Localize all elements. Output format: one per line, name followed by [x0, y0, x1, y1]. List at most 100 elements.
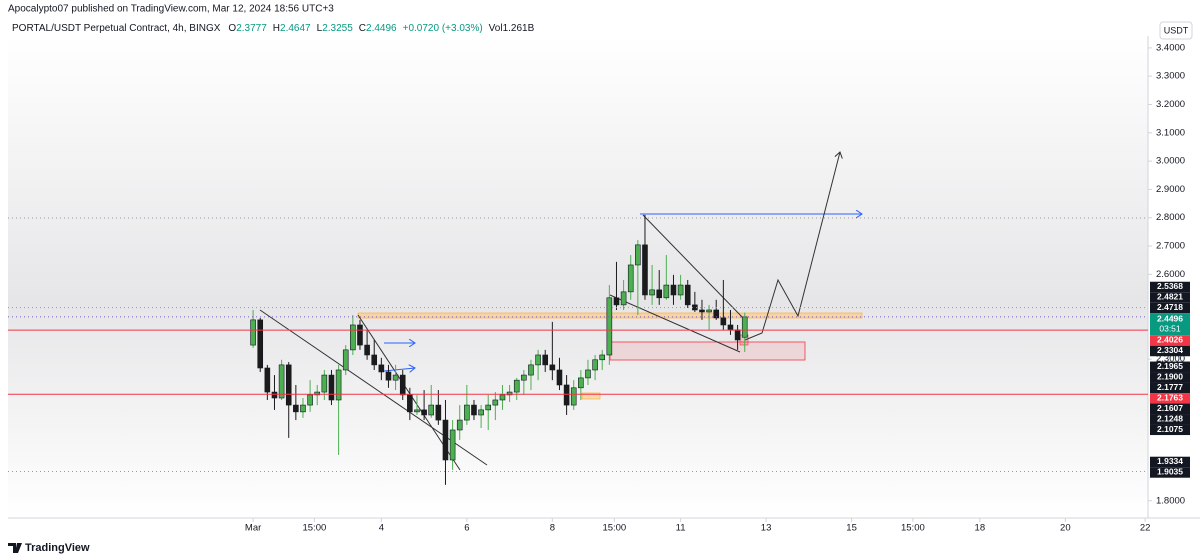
candle-body: [535, 354, 541, 366]
candle-body: [627, 264, 634, 293]
symbol-legend: PORTAL/USDT Perpetual Contract, 4h, BING…: [12, 23, 535, 34]
y-tick-label: 3.1000: [1156, 127, 1185, 138]
candle-body: [713, 309, 720, 319]
candle-body: [499, 394, 506, 401]
candle-body: [599, 354, 606, 361]
candle-body: [414, 409, 420, 413]
candle-body: [528, 364, 534, 376]
price-label-bg: [1150, 382, 1190, 394]
y-tick-label: 3.3000: [1156, 71, 1185, 82]
candle-body: [549, 364, 556, 371]
x-tick-label: 18: [975, 523, 986, 534]
ohlc-value: 2.3777: [236, 23, 267, 34]
candle-body: [649, 289, 655, 296]
price-label: 1.9334: [1157, 456, 1183, 466]
y-tick-label: 2.6000: [1156, 269, 1185, 280]
candle-body: [485, 404, 492, 411]
candle-body: [364, 344, 370, 356]
demand-zone: [609, 341, 806, 361]
plot-background: [8, 36, 1148, 518]
x-tick-label: 11: [676, 523, 686, 534]
y-tick-label: 2.9000: [1156, 184, 1185, 195]
countdown: 03:51: [1159, 323, 1181, 333]
candle-body: [307, 394, 313, 406]
price-label: 2.4718: [1157, 302, 1183, 312]
symbol: PORTAL/USDT Perpetual Contract, 4h, BING…: [12, 23, 221, 34]
candle-body: [385, 371, 392, 381]
ohlc-key: H: [273, 23, 280, 34]
candle-body: [720, 317, 727, 326]
currency-button[interactable]: [1159, 21, 1193, 40]
price-label-bg: [1150, 313, 1190, 336]
x-tick-label: 8: [550, 523, 555, 534]
price-label-bg: [1150, 456, 1190, 468]
price-label-bg: [1150, 424, 1190, 436]
ohlc-value: 2.3255: [322, 23, 353, 34]
candle-body: [506, 391, 513, 396]
candle-body: [592, 359, 598, 371]
candle-body: [371, 354, 378, 366]
candle-body: [335, 369, 342, 401]
candle-body: [620, 291, 627, 306]
currency[interactable]: USDT: [1164, 25, 1189, 35]
logo: TradingView: [8, 542, 90, 554]
candle-body: [278, 364, 285, 399]
price-label: 2.4496: [1157, 313, 1183, 323]
volume: Vol1.261B: [489, 23, 535, 34]
zone: [581, 392, 601, 400]
candle-body: [513, 379, 520, 393]
x-tick-label: 20: [1060, 523, 1071, 534]
candle-body: [727, 324, 734, 331]
candle-body: [471, 404, 477, 416]
x-tick-label: 13: [761, 523, 772, 534]
price-label: 2.5368: [1157, 281, 1183, 291]
candle-body: [378, 364, 385, 373]
candle-body: [606, 297, 613, 356]
candle-body: [642, 244, 648, 296]
ohlc-key: C: [359, 23, 366, 34]
y-tick-label: 2.3000: [1156, 354, 1185, 365]
candle-body: [556, 369, 563, 386]
price-label-bg: [1150, 403, 1190, 415]
price-label-bg: [1150, 345, 1190, 357]
candle-body: [663, 284, 670, 299]
candle-body: [264, 367, 271, 393]
candle-body: [321, 374, 328, 393]
price-label-bg: [1150, 281, 1190, 293]
candle-body: [492, 399, 499, 406]
ohlc-key: O: [228, 23, 236, 34]
x-tick-label: Mar: [245, 523, 261, 534]
price-label-bg: [1150, 361, 1190, 373]
candle-body: [257, 319, 264, 369]
price-label: 2.1248: [1157, 414, 1183, 424]
candle-body: [464, 404, 470, 421]
price-label-bg: [1150, 467, 1190, 478]
price-label-bg: [1150, 372, 1190, 383]
ohlc-value: 2.4496: [366, 23, 397, 34]
logo-icon: [8, 543, 22, 553]
candle-body: [350, 324, 356, 351]
price-label: 2.4821: [1157, 292, 1183, 302]
candle-body: [570, 387, 577, 406]
trendline: [642, 214, 746, 321]
candle-body: [392, 374, 399, 381]
price-label: 2.1900: [1157, 372, 1183, 382]
projection-path: [744, 152, 840, 341]
candle-body: [250, 319, 256, 346]
x-tick-label: 22: [1140, 523, 1151, 534]
candle-body: [542, 354, 549, 366]
candle-body: [449, 429, 456, 461]
candle-body: [407, 394, 413, 413]
x-tick-label: 6: [464, 523, 469, 534]
candle-body: [613, 297, 620, 306]
y-tick-label: 3.2000: [1156, 99, 1185, 110]
candle-body: [734, 329, 741, 341]
candle-body: [421, 409, 427, 416]
price-label: 2.1763: [1157, 393, 1183, 403]
candle-body: [271, 391, 278, 399]
x-tick-label: 15:00: [602, 523, 626, 534]
candle-body: [741, 316, 748, 338]
price-label: 2.1075: [1157, 424, 1183, 434]
